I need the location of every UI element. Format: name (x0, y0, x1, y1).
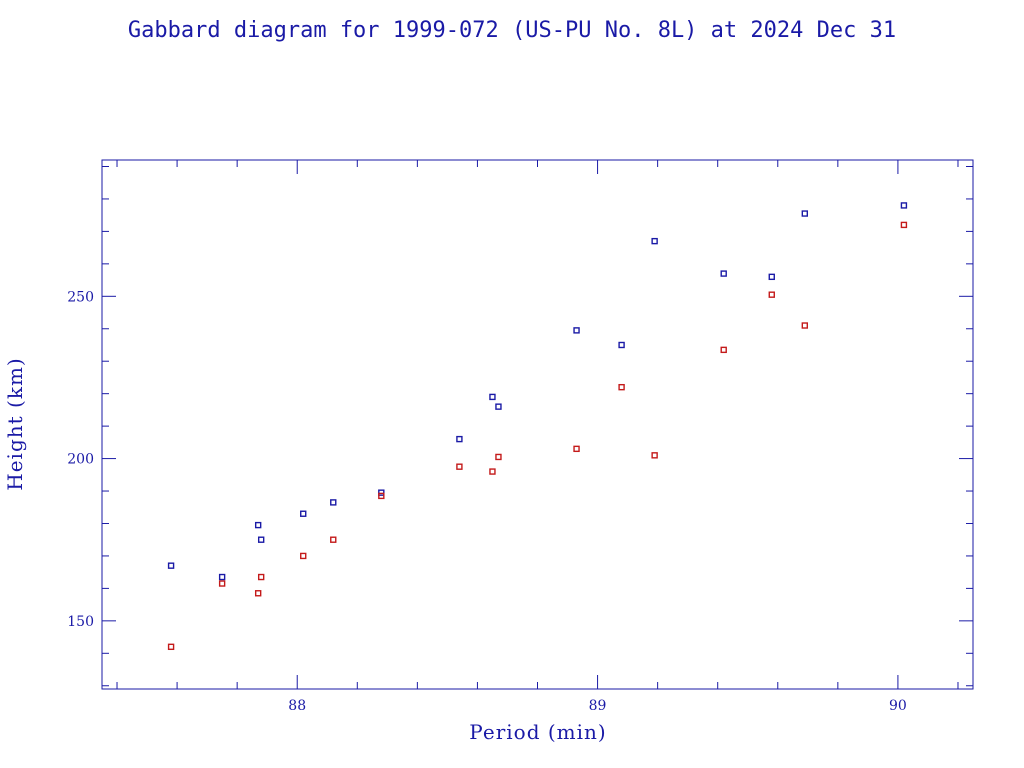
perigee-point (720, 346, 727, 354)
y-axis-label: Height (km) (3, 357, 27, 490)
perigee-point (167, 643, 175, 651)
apogee-point (254, 521, 262, 529)
y-tick-label: 200 (67, 452, 94, 468)
perigee-point (254, 590, 262, 597)
y-tick-label: 250 (67, 289, 94, 305)
perigee-point (300, 552, 307, 560)
perigee-point (801, 322, 809, 329)
perigee-point (218, 580, 226, 587)
apogee-point (330, 499, 337, 506)
perigee-point (330, 536, 337, 543)
apogee-point (489, 393, 496, 401)
data-points (167, 202, 908, 651)
apogee-point (768, 273, 775, 281)
apogee-point (651, 237, 658, 245)
x-axis-label: Period (min) (469, 720, 606, 744)
apogee-point (801, 210, 809, 217)
perigee-point (573, 445, 580, 453)
perigee-point (651, 452, 658, 459)
apogee-point (257, 536, 265, 543)
apogee-point (720, 270, 727, 277)
x-tick-label: 90 (889, 698, 907, 714)
apogee-point (167, 562, 175, 569)
perigee-point (900, 221, 908, 229)
x-tick-label: 88 (288, 698, 306, 714)
perigee-point (456, 463, 463, 470)
x-tick-label: 89 (589, 698, 607, 714)
perigee-point (378, 492, 385, 500)
plot-frame (101, 159, 974, 690)
perigee-point (489, 468, 496, 475)
apogee-point (218, 573, 226, 581)
apogee-point (573, 327, 580, 334)
apogee-point (378, 489, 385, 496)
apogee-point (618, 341, 625, 349)
y-tick-label: 150 (67, 614, 94, 630)
axis-ticks (102, 160, 973, 689)
perigee-point (618, 383, 625, 391)
perigee-point (257, 573, 265, 581)
chart-title: Gabbard diagram for 1999-072 (US-PU No. … (128, 18, 896, 43)
axis-tick-labels: 88 89 90 150 200 250 (67, 289, 907, 714)
apogee-point (900, 202, 908, 209)
apogee-point (495, 403, 502, 410)
perigee-point (768, 291, 775, 298)
perigee-point (495, 453, 502, 461)
apogee-point (300, 510, 307, 517)
apogee-point (456, 435, 463, 443)
